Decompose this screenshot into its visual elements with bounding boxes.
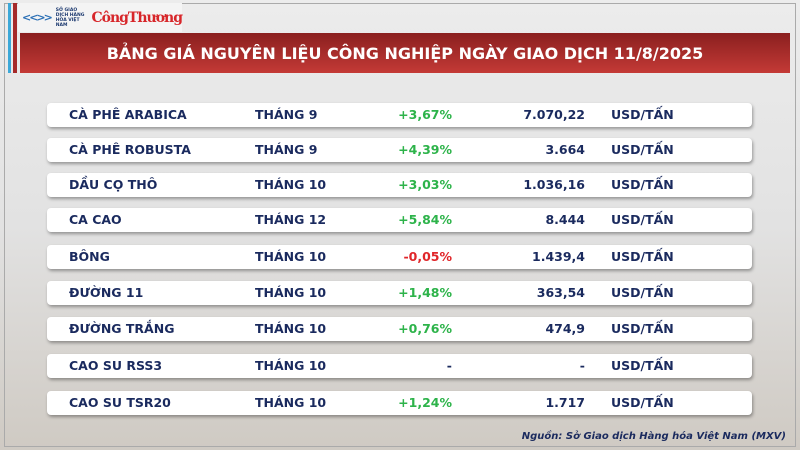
commodity-name: ĐƯỜNG 11 bbox=[69, 285, 144, 300]
table-row: CÀ PHÊ ARABICA THÁNG 9 +3,67% 7.070,22 USD/T… bbox=[47, 103, 752, 127]
unit: USD/TẤN bbox=[611, 249, 674, 264]
table-row: BÔNG THÁNG 10 -0,05% 1.439,4 USD/TẤN bbox=[47, 245, 752, 269]
unit: USD/TẤN bbox=[611, 321, 674, 336]
contract-month: THÁNG 10 bbox=[255, 285, 327, 300]
commodity-name: CÀ PHÊ ROBUSTA bbox=[69, 142, 191, 157]
source-note: Nguồn: Sở Giao dịch Hàng hóa Việt Nam (M… bbox=[521, 431, 786, 442]
unit: USD/TẤN bbox=[611, 177, 674, 192]
price: 3.664 bbox=[545, 142, 585, 157]
unit: USD/TẤN bbox=[611, 285, 674, 300]
unit: USD/TẤN bbox=[611, 212, 674, 227]
page-title: BẢNG GIÁ NGUYÊN LIỆU CÔNG NGHIỆP NGÀY GI… bbox=[20, 33, 790, 73]
price: 7.070,22 bbox=[523, 107, 585, 122]
accent-bar-blue bbox=[8, 3, 11, 73]
table-row: ĐƯỜNG 11 THÁNG 10 +1,48% 363,54 USD/TẤN bbox=[47, 281, 752, 305]
accent-bar-red bbox=[13, 3, 17, 73]
table-row: CAO SU RSS3 THÁNG 10 - - USD/TẤN bbox=[47, 354, 752, 378]
price: 1.717 bbox=[545, 395, 585, 410]
change-percent: +4,39% bbox=[398, 142, 452, 157]
price: - bbox=[579, 358, 585, 373]
contract-month: THÁNG 10 bbox=[255, 321, 327, 336]
table-row: ĐƯỜNG TRẮNG THÁNG 10 +0,76% 474,9 USD/TẤN bbox=[47, 317, 752, 341]
price: 474,9 bbox=[545, 321, 585, 336]
change-percent: +1,24% bbox=[398, 395, 452, 410]
change-percent: +0,76% bbox=[398, 321, 452, 336]
price: 363,54 bbox=[536, 285, 585, 300]
commodity-name: BÔNG bbox=[69, 249, 110, 264]
mxv-logo-icon: <<>> bbox=[22, 10, 53, 24]
change-percent: - bbox=[446, 358, 452, 373]
unit: USD/TẤN bbox=[611, 142, 674, 157]
commodity-name: CAO SU RSS3 bbox=[69, 358, 163, 373]
contract-month: THÁNG 10 bbox=[255, 395, 327, 410]
change-percent: +1,48% bbox=[398, 285, 452, 300]
table-row: CÀ PHÊ ROBUSTA THÁNG 9 +4,39% 3.664 USD/TẤN bbox=[47, 138, 752, 162]
commodity-name: CAO SU TSR20 bbox=[69, 395, 171, 410]
commodity-name: CÀ PHÊ ARABICA bbox=[69, 107, 187, 122]
change-percent: +5,84% bbox=[398, 212, 452, 227]
congthuong-logo: CôngThương bbox=[91, 9, 183, 26]
change-percent: +3,67% bbox=[398, 107, 452, 122]
table-row: CAO SU TSR20 THÁNG 10 +1,24% 1.717 USD/TẤN bbox=[47, 391, 752, 415]
mxv-logo-text: SỞ GIAO DỊCH HÀNG HÓA VIỆT NAM bbox=[55, 7, 85, 28]
unit: USD/TẤN bbox=[611, 107, 674, 122]
commodity-name: ĐƯỜNG TRẮNG bbox=[69, 321, 175, 336]
contract-month: THÁNG 10 bbox=[255, 249, 327, 264]
commodity-name: DẦU CỌ THÔ bbox=[69, 177, 158, 192]
contract-month: THÁNG 9 bbox=[255, 107, 318, 122]
change-percent: +3,03% bbox=[398, 177, 452, 192]
contract-month: THÁNG 12 bbox=[255, 212, 327, 227]
price: 1.036,16 bbox=[523, 177, 585, 192]
contract-month: THÁNG 10 bbox=[255, 177, 327, 192]
change-percent: -0,05% bbox=[403, 249, 452, 264]
commodity-name: CA CAO bbox=[69, 212, 122, 227]
table-row: DẦU CỌ THÔ THÁNG 10 +3,03% 1.036,16 USD/TẤN bbox=[47, 173, 752, 197]
contract-month: THÁNG 10 bbox=[255, 358, 327, 373]
unit: USD/TẤN bbox=[611, 358, 674, 373]
logo-area: <<>> SỞ GIAO DỊCH HÀNG HÓA VIỆT NAM Công… bbox=[18, 3, 183, 32]
price: 1.439,4 bbox=[532, 249, 585, 264]
table-row: CA CAO THÁNG 12 +5,84% 8.444 USD/TẤN bbox=[47, 208, 752, 232]
unit: USD/TẤN bbox=[611, 395, 674, 410]
price: 8.444 bbox=[545, 212, 585, 227]
contract-month: THÁNG 9 bbox=[255, 142, 318, 157]
